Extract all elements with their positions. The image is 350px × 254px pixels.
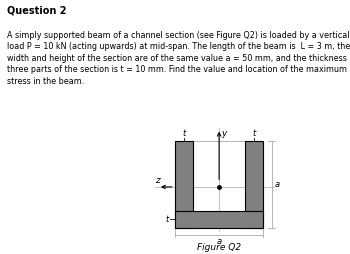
Text: t: t [252,129,256,138]
Text: a: a [217,237,222,246]
Text: t: t [165,215,169,224]
Text: A simply supported beam of a channel section (see Figure Q2) is loaded by a vert: A simply supported beam of a channel sec… [7,31,350,86]
Text: Question 2: Question 2 [7,5,66,15]
Text: t: t [183,129,186,138]
Bar [245,141,263,228]
Bar [175,141,193,228]
Text: a: a [275,180,280,189]
Bar [175,211,263,228]
Text: z: z [155,176,160,185]
Bar [175,141,263,228]
Text: Figure Q2: Figure Q2 [197,243,241,252]
Text: y: y [221,129,226,138]
